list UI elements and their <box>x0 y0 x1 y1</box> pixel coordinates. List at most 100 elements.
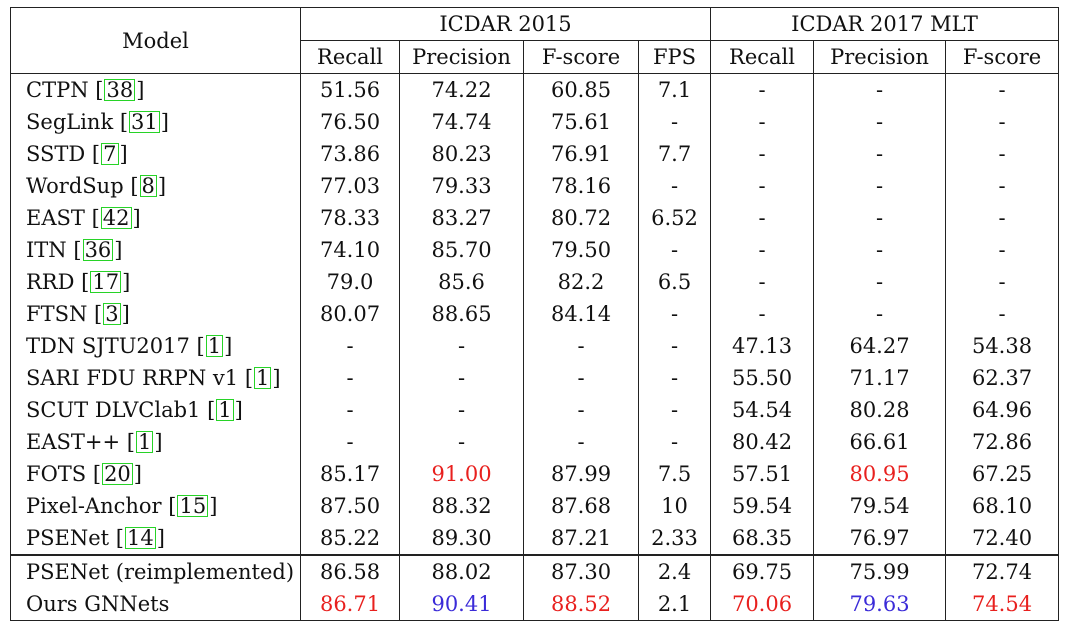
results-table: Model ICDAR 2015 ICDAR 2017 MLT Recall P… <box>9 7 1060 621</box>
value-cell-precision-2015: - <box>399 394 525 426</box>
value-cell-precision-2017: - <box>813 234 947 266</box>
citation-link[interactable]: 7 <box>101 142 119 166</box>
model-name-cell: PSENet (reimplemented) <box>9 554 302 588</box>
value-cell-fscore-2015: 88.52 <box>523 588 640 621</box>
value-cell-fps-2015: 6.52 <box>638 202 712 234</box>
citation-link[interactable]: 42 <box>100 206 132 230</box>
citation-link[interactable]: 1 <box>205 334 224 358</box>
table-row: EAST++ [1] - - - -80.42 66.61 72.86 <box>9 426 1060 458</box>
value-cell-precision-2015: 88.65 <box>399 298 525 330</box>
value-cell-fscore-2015: - <box>523 330 640 362</box>
citation-link[interactable]: 36 <box>82 238 114 262</box>
value-cell-recall-2015: - <box>300 330 401 362</box>
table-row: SCUT DLVClab1 [1] - - - -54.54 80.28 64.96 <box>9 394 1060 426</box>
table-row: ITN [36] 74.10 85.70 79.50- - - - <box>9 234 1060 266</box>
model-name-cell: Pixel-Anchor [15] <box>9 490 302 522</box>
value-cell-recall-2015: 78.33 <box>300 202 401 234</box>
value-cell-fps-2015: 2.1 <box>638 588 712 621</box>
value-cell-precision-2017: 80.28 <box>813 394 947 426</box>
value-cell-recall-2017: - <box>710 106 815 138</box>
col-header-fscore-2015: F-score <box>523 40 640 74</box>
value-cell-recall-2015: - <box>300 362 401 394</box>
value-cell-fscore-2017: - <box>945 202 1060 234</box>
value-cell-fscore-2015: 79.50 <box>523 234 640 266</box>
value-cell-recall-2015: 51.56 <box>300 73 401 106</box>
model-name: SSTD <box>26 142 86 166</box>
value-cell-fscore-2017: 72.40 <box>945 522 1060 555</box>
model-name-cell: SSTD [7] <box>9 138 302 170</box>
table-row: RRD [17] 79.0 85.6 82.2 6.5- - - <box>9 266 1060 298</box>
value-cell-precision-2017: - <box>813 138 947 170</box>
value-cell-precision-2017: 80.95 <box>813 458 947 490</box>
model-name-cell: SegLink [31] <box>9 106 302 138</box>
model-name-cell: WordSup [8] <box>9 170 302 202</box>
value-cell-precision-2015: 80.23 <box>399 138 525 170</box>
model-name-cell: EAST++ [1] <box>9 426 302 458</box>
model-name: PSENet (reimplemented) <box>26 560 295 584</box>
model-name: Pixel-Anchor <box>26 494 162 518</box>
value-cell-recall-2017: - <box>710 138 815 170</box>
model-name: RRD <box>26 270 75 294</box>
value-cell-recall-2015: 79.0 <box>300 266 401 298</box>
header-row-groups: Model ICDAR 2015 ICDAR 2017 MLT <box>9 7 1060 74</box>
table-row: SARI FDU RRPN v1 [1] - - - -55.50 71.17 62.37 <box>9 362 1060 394</box>
table-row: FOTS [20] 85.17 91.00 87.99 7.5 57.51 80.95 67.… <box>9 458 1060 490</box>
citation-link[interactable]: 20 <box>102 462 133 486</box>
value-cell-fscore-2015: 87.99 <box>523 458 640 490</box>
value-cell-precision-2015: 85.70 <box>399 234 525 266</box>
results-table-container: Model ICDAR 2015 ICDAR 2017 MLT Recall P… <box>9 7 1060 621</box>
value-cell-precision-2017: - <box>813 73 947 106</box>
value-cell-fscore-2015: 75.61 <box>523 106 640 138</box>
citation-link[interactable]: 15 <box>177 494 209 518</box>
value-cell-recall-2015: 85.22 <box>300 522 401 555</box>
value-cell-recall-2017: - <box>710 234 815 266</box>
value-cell-fps-2015: 6.5 <box>638 266 712 298</box>
value-cell-precision-2015: 90.41 <box>399 588 525 621</box>
value-cell-precision-2017: 64.27 <box>813 330 947 362</box>
citation-link[interactable]: 17 <box>90 270 122 294</box>
value-cell-recall-2017: - <box>710 73 815 106</box>
citation-link[interactable]: 1 <box>254 366 272 390</box>
value-cell-precision-2015: 83.27 <box>399 202 525 234</box>
citation-link[interactable]: 3 <box>103 302 121 326</box>
model-name: SARI FDU RRPN v1 <box>26 366 239 390</box>
table-row: EAST [42] 78.33 83.27 80.72 6.52- - - <box>9 202 1060 234</box>
value-cell-recall-2017: - <box>710 170 815 202</box>
citation-link[interactable]: 1 <box>135 430 154 454</box>
citation-link[interactable]: 31 <box>129 110 160 134</box>
value-cell-precision-2015: - <box>399 362 525 394</box>
value-cell-fscore-2015: - <box>523 426 640 458</box>
value-cell-fps-2015: - <box>638 234 712 266</box>
value-cell-precision-2015: 85.6 <box>399 266 525 298</box>
value-cell-fps-2015: 10 <box>638 490 712 522</box>
value-cell-precision-2017: - <box>813 298 947 330</box>
citation-link[interactable]: 1 <box>216 398 234 422</box>
col-header-fscore-2017: F-score <box>945 40 1060 74</box>
value-cell-precision-2017: 75.99 <box>813 554 947 588</box>
model-name-cell: FOTS [20] <box>9 458 302 490</box>
citation-link[interactable]: 8 <box>139 174 157 198</box>
value-cell-fscore-2017: - <box>945 106 1060 138</box>
value-cell-precision-2015: - <box>399 426 525 458</box>
col-header-precision-2017: Precision <box>813 40 947 74</box>
value-cell-fscore-2017: 74.54 <box>945 588 1060 621</box>
value-cell-fscore-2015: 78.16 <box>523 170 640 202</box>
value-cell-precision-2017: 79.54 <box>813 490 947 522</box>
value-cell-fscore-2017: 67.25 <box>945 458 1060 490</box>
model-name: EAST++ <box>26 430 121 454</box>
citation-link[interactable]: 14 <box>124 526 156 550</box>
model-name-cell: EAST [42] <box>9 202 302 234</box>
value-cell-precision-2017: 66.61 <box>813 426 947 458</box>
value-cell-precision-2015: 74.22 <box>399 73 525 106</box>
value-cell-recall-2017: - <box>710 298 815 330</box>
table-row: SSTD [7] 73.86 80.23 76.91 7.7- - - <box>9 138 1060 170</box>
value-cell-fps-2015: 7.1 <box>638 73 712 106</box>
value-cell-recall-2017: 59.54 <box>710 490 815 522</box>
table-row: WordSup [8] 77.03 79.33 78.16- - - - <box>9 170 1060 202</box>
citation-link[interactable]: 38 <box>104 78 136 102</box>
value-cell-fscore-2015: 76.91 <box>523 138 640 170</box>
value-cell-fps-2015: - <box>638 362 712 394</box>
value-cell-fps-2015: - <box>638 426 712 458</box>
value-cell-recall-2017: 70.06 <box>710 588 815 621</box>
model-name: FTSN <box>26 302 88 326</box>
